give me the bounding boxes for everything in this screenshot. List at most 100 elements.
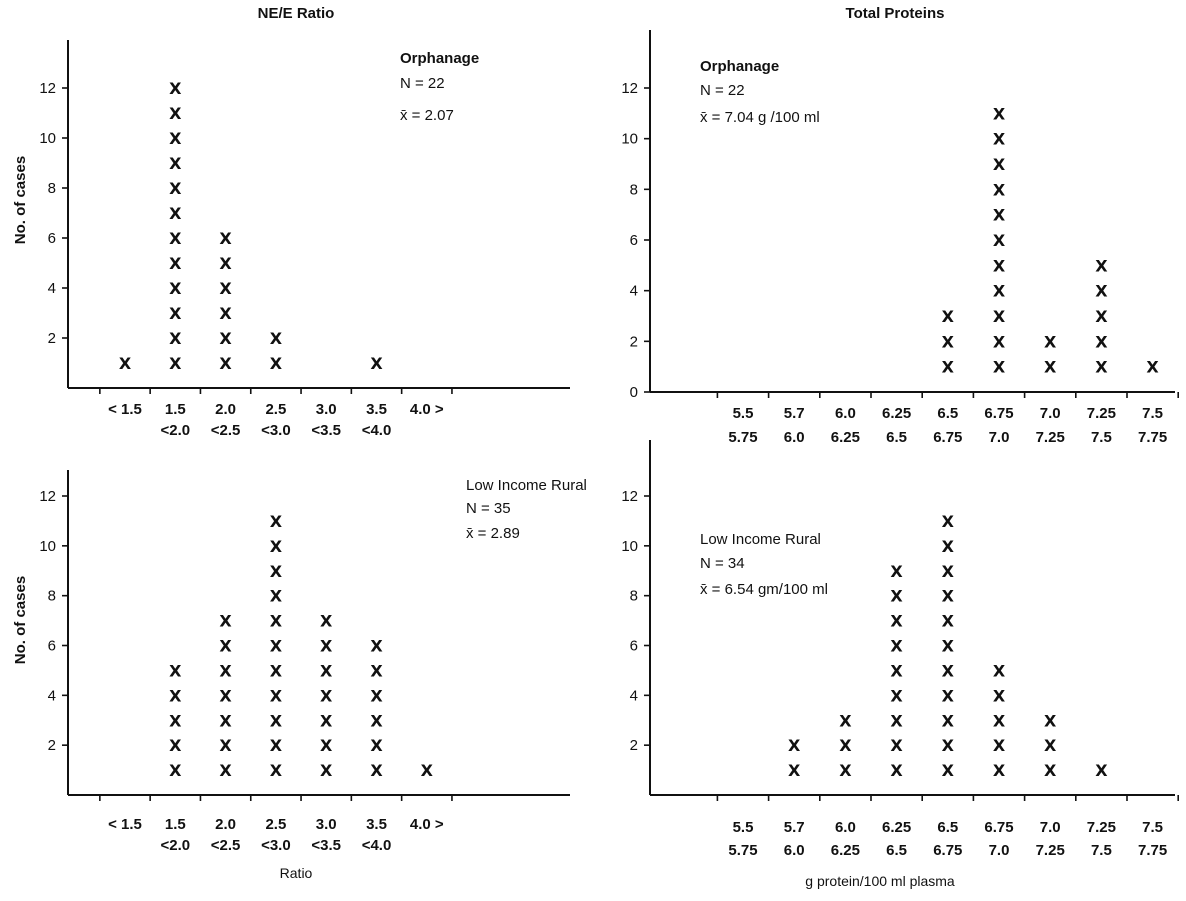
x-category-label-bottom: 7.5 — [1091, 429, 1112, 446]
x-category-label-top: 3.0 — [316, 816, 337, 833]
x-category-label-bottom: <2.0 — [160, 837, 190, 854]
x-category-label-bottom: 6.75 — [933, 842, 962, 859]
case-mark: X — [219, 304, 232, 323]
case-mark: X — [169, 736, 182, 755]
y-tick-label: 4 — [48, 280, 56, 297]
x-category-label-top: 7.0 — [1040, 819, 1061, 836]
case-mark: X — [270, 612, 283, 631]
case-mark: X — [320, 736, 333, 755]
y-tick-label: 2 — [48, 330, 56, 347]
case-mark: X — [788, 736, 801, 755]
case-mark: X — [1146, 358, 1159, 377]
x-category-label-bottom: 7.0 — [989, 842, 1010, 859]
y-tick-label: 8 — [48, 588, 56, 605]
y-tick-label: 6 — [630, 232, 638, 249]
mean-label: x̄ = 2.89 — [466, 525, 520, 542]
x-category-label-top: 2.5 — [265, 816, 286, 833]
x-category-label-top: 7.25 — [1087, 405, 1116, 422]
case-mark: X — [421, 761, 434, 780]
case-mark: X — [1095, 282, 1108, 301]
y-tick-label: 12 — [621, 80, 638, 97]
y-tick-label: 10 — [39, 130, 56, 147]
case-mark: X — [942, 711, 955, 730]
case-mark: X — [890, 661, 903, 680]
case-mark: X — [993, 130, 1006, 149]
n-label: N = 35 — [466, 500, 511, 517]
case-mark: X — [942, 512, 955, 531]
x-category-label-top: 6.5 — [937, 405, 958, 422]
y-tick-label: 12 — [39, 488, 56, 505]
x-category-label-bottom: 6.5 — [886, 842, 907, 859]
y-tick-label: 4 — [630, 283, 638, 300]
mean-label: x̄ = 6.54 gm/100 ml — [700, 581, 828, 598]
x-category-label-top: 6.75 — [984, 819, 1013, 836]
x-category-label-bottom: 5.75 — [728, 429, 757, 446]
case-mark: X — [942, 686, 955, 705]
case-mark: X — [320, 711, 333, 730]
case-mark: X — [219, 711, 232, 730]
case-mark: X — [320, 761, 333, 780]
x-category-label-top: 3.5 — [366, 401, 387, 418]
y-axis-label: No. of cases — [12, 156, 29, 244]
y-tick-label: 10 — [39, 538, 56, 555]
case-mark: X — [993, 358, 1006, 377]
case-mark: X — [993, 206, 1006, 225]
case-mark: X — [1044, 711, 1057, 730]
case-mark: X — [788, 761, 801, 780]
case-mark: X — [1095, 256, 1108, 275]
case-mark: X — [169, 254, 182, 273]
x-category-label-top: < 1.5 — [108, 401, 142, 418]
y-ticks: 0 2 4 6 8 10 12 — [621, 80, 650, 401]
case-mark: X — [270, 761, 283, 780]
case-mark: X — [219, 661, 232, 680]
x-category-label-bottom: <4.0 — [362, 837, 392, 854]
case-mark: X — [370, 637, 383, 656]
case-mark: X — [1044, 736, 1057, 755]
case-mark: X — [890, 711, 903, 730]
x-category-label-top: 1.5 — [165, 816, 186, 833]
case-mark: X — [270, 637, 283, 656]
x-categories: 5.5 5.75 5.7 6.0 6.0 6.25 6.25 6.5 6.5 6.75 6.75 7.… — [716, 795, 1179, 859]
case-mark: X — [993, 332, 1006, 351]
case-mark: X — [169, 711, 182, 730]
case-mark: X — [942, 332, 955, 351]
case-mark: X — [942, 587, 955, 606]
x-category-label-bottom: 6.25 — [831, 429, 860, 446]
y-tick-label: 4 — [630, 687, 638, 704]
panel-label: Low Income Rural — [700, 531, 821, 548]
mean-label: x̄ = 2.07 — [400, 107, 454, 124]
case-mark: X — [169, 104, 182, 123]
x-category-label-bottom: 6.0 — [784, 842, 805, 859]
case-mark: X — [270, 562, 283, 581]
x-axis-label: g protein/100 ml plasma — [805, 873, 955, 889]
x-category-label-bottom: 7.75 — [1138, 429, 1167, 446]
x-category-label-top: 3.0 — [316, 401, 337, 418]
y-tick-label: 8 — [630, 588, 638, 605]
n-label: N = 34 — [700, 555, 745, 572]
case-mark: X — [370, 761, 383, 780]
case-mark: X — [942, 537, 955, 556]
case-mark: X — [169, 179, 182, 198]
case-mark: X — [942, 637, 955, 656]
case-mark: X — [320, 686, 333, 705]
case-mark: X — [1044, 332, 1057, 351]
case-mark: X — [270, 329, 283, 348]
case-mark: X — [1044, 761, 1057, 780]
x-category-label-top: 6.25 — [882, 819, 911, 836]
case-mark: X — [890, 562, 903, 581]
case-mark: X — [219, 229, 232, 248]
case-mark: X — [993, 180, 1006, 199]
case-mark: X — [270, 686, 283, 705]
case-mark: X — [890, 686, 903, 705]
case-mark: X — [993, 256, 1006, 275]
case-mark: X — [942, 736, 955, 755]
x-category-label-bottom: 6.0 — [784, 429, 805, 446]
case-mark: X — [1044, 358, 1057, 377]
chart-title: Total Proteins — [846, 5, 945, 22]
case-mark: X — [169, 329, 182, 348]
case-mark: X — [370, 711, 383, 730]
